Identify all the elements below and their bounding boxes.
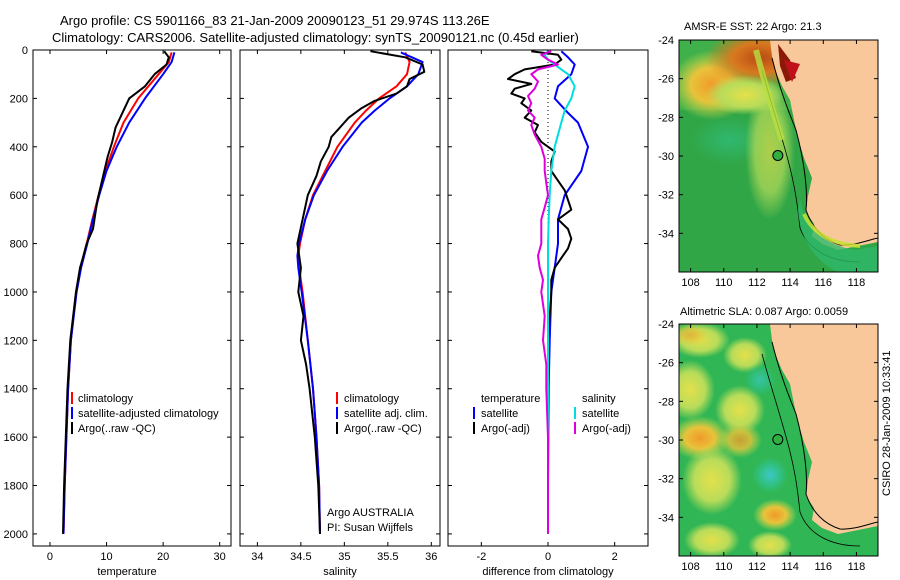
difference-axis-ticks: -2 0 2 — [448, 49, 648, 563]
map-x-tick-label: 116 — [815, 561, 833, 573]
x-tick-label: 2 — [612, 551, 618, 563]
difference-legend: temperature satellite Argo(-adj) salinit… — [473, 393, 631, 435]
salinity-axes-box — [239, 49, 441, 547]
y-tick-label: 1800 — [4, 481, 28, 493]
difference-panel: -2 0 2 temperature satellite Argo(-adj) sa… — [447, 49, 649, 578]
depth-axis-ticks: 0 200 400 600 800 1000 1200 1400 1600 1800 2000 — [4, 45, 231, 541]
x-tick-label: 0 — [545, 551, 551, 563]
temperature-series — [62, 50, 176, 534]
legend-label-climatology: climatology — [344, 393, 400, 405]
sst-map-field — [679, 40, 878, 272]
salinity-series — [296, 50, 426, 534]
map-y-tick-label: -34 — [658, 228, 674, 240]
salinity-xlabel: salinity — [323, 566, 357, 578]
legend-label-sal-argo: Argo(-adj) — [582, 423, 631, 435]
series-line-salinity-satellite — [543, 50, 576, 534]
y-tick-label: 200 — [10, 93, 28, 105]
difference-series — [507, 50, 589, 534]
map-y-tick-label: -30 — [658, 151, 674, 163]
map-y-tick-label: -26 — [658, 358, 674, 370]
land-australia — [770, 40, 878, 250]
x-tick-label: 20 — [157, 551, 169, 563]
legend-label-temp-argo: Argo(-adj) — [481, 423, 530, 435]
x-tick-label: 36 — [425, 551, 437, 563]
argo-location-marker — [772, 433, 784, 445]
map-x-tick-label: 108 — [681, 561, 699, 573]
map-y-tick-label: -24 — [658, 35, 674, 47]
x-tick-label: -2 — [476, 551, 486, 563]
map-y-tick-label: -24 — [658, 319, 674, 331]
map-x-tick-label: 112 — [748, 561, 766, 573]
y-tick-label: 600 — [10, 190, 28, 202]
land-australia — [770, 324, 878, 534]
x-tick-label: 34.5 — [290, 551, 311, 563]
y-tick-label: 0 — [22, 45, 28, 57]
y-tick-label: 400 — [10, 142, 28, 154]
sla-map-field — [679, 324, 878, 556]
salinity-axis-ticks: 34 34.5 35 35.5 36 — [240, 49, 440, 563]
x-tick-label: 0 — [47, 551, 53, 563]
map-y-tick-label: -34 — [658, 512, 674, 524]
series-line-salinity-argo-adj — [527, 50, 559, 534]
y-tick-label: 800 — [10, 239, 28, 251]
sla-map-panel: Altimetric SLA: 0.087 Argo: 0.0059 108 11… — [658, 306, 879, 573]
temperature-legend: climatology satellite-adjusted climatolo… — [71, 392, 219, 435]
y-tick-label: 1400 — [4, 384, 28, 396]
series-line-argo-raw-qc — [62, 50, 170, 534]
map-y-tick-label: -26 — [658, 74, 674, 86]
map-y-tick-label: -30 — [658, 435, 674, 447]
map-x-tick-label: 118 — [848, 277, 866, 289]
legend-label-climatology: climatology — [78, 393, 134, 405]
sla-map-ticks: 108 110 112 114 116 118 -24 -26 -28 -30 -32 -34 — [658, 319, 878, 573]
series-line-argo-raw-qc — [296, 50, 426, 534]
legend-label-sal-satellite: satellite — [582, 408, 619, 420]
figure-title-line1: Argo profile: CS 5901166_83 21-Jan-2009 … — [60, 13, 490, 28]
y-tick-label: 1000 — [4, 287, 28, 299]
sst-map-panel: AMSR-E SST: 22 Argo: 21.3 108 110 112 114 11… — [658, 21, 879, 289]
sst-map-ticks: 108 110 112 114 116 118 -24 -26 -28 -30 -32 -34 — [658, 35, 878, 289]
float-operator-label: Argo AUSTRALIA — [327, 507, 414, 519]
legend-title-salinity: salinity — [582, 393, 616, 405]
map-x-tick-label: 110 — [715, 561, 733, 573]
figure-title-line2: Climatology: CARS2006. Satellite-adjuste… — [52, 30, 579, 45]
map-y-tick-label: -28 — [658, 396, 674, 408]
x-tick-label: 35 — [338, 551, 350, 563]
salinity-legend: climatology satellite adj. clim. Argo(..… — [336, 392, 428, 435]
map-x-tick-label: 118 — [848, 561, 866, 573]
legend-title-temperature: temperature — [481, 393, 540, 405]
temperature-axis-ticks: 0 10 20 30 — [47, 50, 226, 563]
x-tick-label: 34 — [251, 551, 263, 563]
legend-label-argo: Argo(..raw -QC) — [344, 423, 422, 435]
temperature-xlabel: temperature — [97, 566, 156, 578]
legend-label-argo: Argo(..raw -QC) — [78, 423, 156, 435]
map-x-tick-label: 108 — [681, 277, 699, 289]
y-tick-label: 2000 — [4, 529, 28, 541]
x-tick-label: 35.5 — [377, 551, 398, 563]
map-y-tick-label: -32 — [658, 474, 674, 486]
map-x-tick-label: 114 — [781, 277, 799, 289]
x-tick-label: 10 — [100, 551, 112, 563]
difference-xlabel: difference from climatology — [482, 566, 614, 578]
map-x-tick-label: 110 — [715, 277, 733, 289]
x-tick-label: 30 — [214, 551, 226, 563]
legend-label-temp-satellite: satellite — [481, 408, 518, 420]
argo-location-marker — [772, 149, 784, 161]
salinity-panel: 34 34.5 35 35.5 36 climatology satellite adj… — [239, 49, 441, 578]
map-x-tick-label: 116 — [815, 277, 833, 289]
sla-map-title: Altimetric SLA: 0.087 Argo: 0.0059 — [680, 306, 848, 318]
pi-label: PI: Susan Wijffels — [327, 522, 413, 534]
map-y-tick-label: -28 — [658, 112, 674, 124]
y-tick-label: 1200 — [4, 335, 28, 347]
map-x-tick-label: 112 — [748, 277, 766, 289]
y-tick-label: 1600 — [4, 432, 28, 444]
map-x-tick-label: 114 — [781, 561, 799, 573]
temperature-panel: 0 200 400 600 800 1000 1200 1400 1600 1800 2000 0 1… — [4, 45, 232, 578]
sst-map-title: AMSR-E SST: 22 Argo: 21.3 — [684, 21, 822, 33]
legend-label-satellite: satellite adj. clim. — [344, 408, 428, 420]
legend-label-satellite: satellite-adjusted climatology — [78, 408, 219, 420]
map-y-tick-label: -32 — [658, 190, 674, 202]
temperature-axes-box — [32, 49, 232, 547]
